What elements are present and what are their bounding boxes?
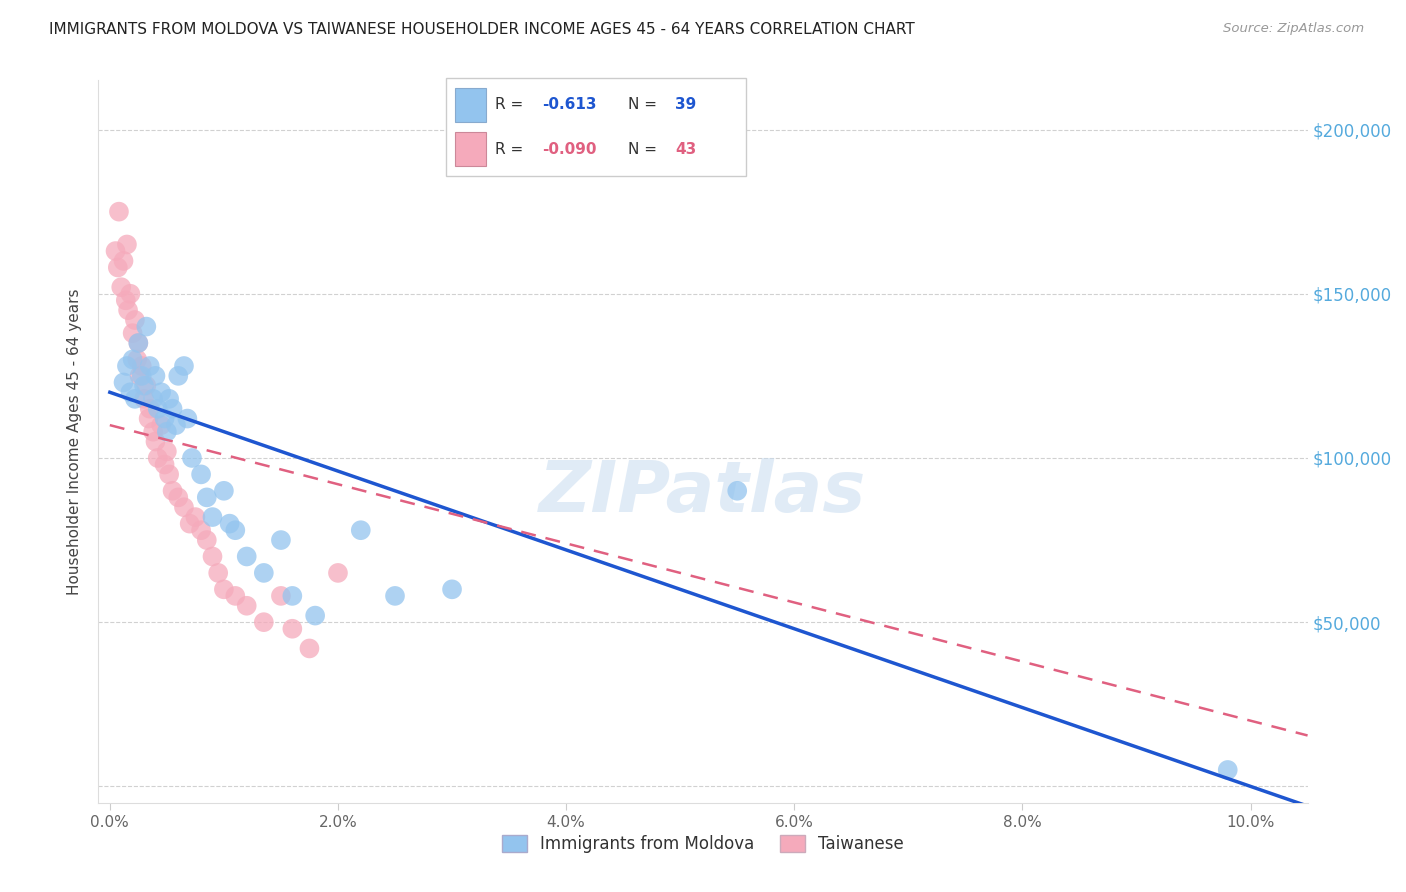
- Point: [304, 608, 326, 623]
- Point: [112, 253, 135, 268]
- Point: [120, 286, 142, 301]
- Text: Source: ZipAtlas.com: Source: ZipAtlas.com: [1223, 22, 1364, 36]
- Point: [127, 352, 149, 367]
- Point: [165, 418, 187, 433]
- Text: -0.090: -0.090: [541, 142, 596, 157]
- Text: 39: 39: [675, 97, 696, 112]
- Point: [153, 411, 176, 425]
- Point: [117, 303, 139, 318]
- Point: [179, 516, 201, 531]
- Point: [176, 411, 198, 425]
- Point: [145, 368, 167, 383]
- Point: [195, 491, 218, 505]
- FancyBboxPatch shape: [446, 78, 747, 177]
- Point: [281, 589, 304, 603]
- Point: [190, 467, 212, 482]
- Point: [1216, 763, 1239, 777]
- Point: [167, 368, 190, 383]
- Point: [184, 510, 207, 524]
- Text: IMMIGRANTS FROM MOLDOVA VS TAIWANESE HOUSEHOLDER INCOME AGES 45 - 64 YEARS CORRE: IMMIGRANTS FROM MOLDOVA VS TAIWANESE HOU…: [49, 22, 915, 37]
- Bar: [456, 132, 486, 166]
- Point: [150, 385, 173, 400]
- Point: [131, 359, 153, 373]
- Text: ZIPatlas: ZIPatlas: [540, 458, 866, 526]
- Point: [212, 582, 235, 597]
- Y-axis label: Householder Income Ages 45 - 64 years: Householder Income Ages 45 - 64 years: [67, 288, 83, 595]
- Point: [114, 293, 136, 308]
- Point: [127, 336, 149, 351]
- Point: [146, 401, 169, 416]
- Point: [235, 599, 257, 613]
- Point: [156, 425, 179, 439]
- Point: [131, 368, 153, 383]
- Point: [108, 204, 131, 219]
- Text: N =: N =: [628, 97, 662, 112]
- Point: [162, 401, 184, 416]
- Point: [145, 434, 167, 449]
- Point: [142, 392, 165, 406]
- Text: N =: N =: [628, 142, 662, 157]
- Point: [150, 418, 173, 433]
- Point: [132, 392, 155, 406]
- Point: [104, 244, 127, 258]
- Point: [253, 566, 276, 580]
- Point: [124, 392, 146, 406]
- Legend: Immigrants from Moldova, Taiwanese: Immigrants from Moldova, Taiwanese: [495, 828, 911, 860]
- Point: [127, 336, 149, 351]
- Point: [132, 378, 155, 392]
- Text: 43: 43: [675, 142, 696, 157]
- Point: [124, 313, 146, 327]
- Point: [135, 319, 157, 334]
- Point: [350, 523, 373, 537]
- Point: [235, 549, 257, 564]
- Point: [207, 566, 229, 580]
- Text: R =: R =: [495, 142, 529, 157]
- Point: [173, 359, 195, 373]
- Point: [224, 589, 246, 603]
- Point: [107, 260, 129, 275]
- Point: [270, 533, 292, 547]
- Point: [128, 368, 150, 383]
- Point: [139, 359, 162, 373]
- Point: [121, 326, 143, 341]
- Point: [181, 450, 204, 465]
- Point: [115, 359, 138, 373]
- Point: [384, 589, 406, 603]
- Point: [142, 425, 165, 439]
- Point: [157, 467, 180, 482]
- Point: [725, 483, 748, 498]
- Point: [153, 458, 176, 472]
- Text: R =: R =: [495, 97, 529, 112]
- Point: [120, 385, 142, 400]
- Point: [270, 589, 292, 603]
- Point: [201, 510, 224, 524]
- Point: [156, 444, 179, 458]
- Point: [157, 392, 180, 406]
- Point: [195, 533, 218, 547]
- Point: [115, 237, 138, 252]
- Point: [190, 523, 212, 537]
- Point: [167, 491, 190, 505]
- Bar: [456, 88, 486, 122]
- Point: [139, 401, 162, 416]
- Point: [281, 622, 304, 636]
- Point: [253, 615, 276, 630]
- Point: [112, 376, 135, 390]
- Point: [218, 516, 240, 531]
- Point: [135, 378, 157, 392]
- Point: [224, 523, 246, 537]
- Text: -0.613: -0.613: [541, 97, 596, 112]
- Point: [212, 483, 235, 498]
- Point: [201, 549, 224, 564]
- Point: [162, 483, 184, 498]
- Point: [138, 411, 160, 425]
- Point: [146, 450, 169, 465]
- Point: [110, 280, 132, 294]
- Point: [441, 582, 464, 597]
- Point: [173, 500, 195, 515]
- Point: [298, 641, 321, 656]
- Point: [326, 566, 349, 580]
- Point: [121, 352, 143, 367]
